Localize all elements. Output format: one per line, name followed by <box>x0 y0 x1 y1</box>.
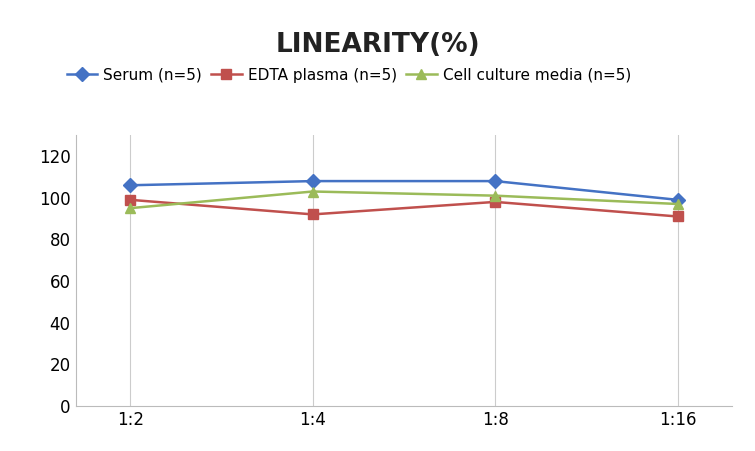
Serum (n=5) <box>673 197 683 202</box>
Line: Serum (n=5): Serum (n=5) <box>125 176 683 205</box>
Legend: Serum (n=5), EDTA plasma (n=5), Cell culture media (n=5): Serum (n=5), EDTA plasma (n=5), Cell cul… <box>60 62 637 89</box>
EDTA plasma (n=5) <box>308 212 317 217</box>
EDTA plasma (n=5) <box>125 197 135 202</box>
Serum (n=5) <box>491 179 500 184</box>
EDTA plasma (n=5) <box>673 214 683 219</box>
Line: EDTA plasma (n=5): EDTA plasma (n=5) <box>125 195 683 221</box>
Cell culture media (n=5) <box>491 193 500 198</box>
Serum (n=5) <box>308 179 317 184</box>
Cell culture media (n=5) <box>308 189 317 194</box>
Line: Cell culture media (n=5): Cell culture media (n=5) <box>125 187 683 213</box>
EDTA plasma (n=5) <box>491 199 500 205</box>
Serum (n=5) <box>125 183 135 188</box>
Text: LINEARITY(%): LINEARITY(%) <box>275 32 480 58</box>
Cell culture media (n=5) <box>673 201 683 207</box>
Cell culture media (n=5) <box>125 206 135 211</box>
